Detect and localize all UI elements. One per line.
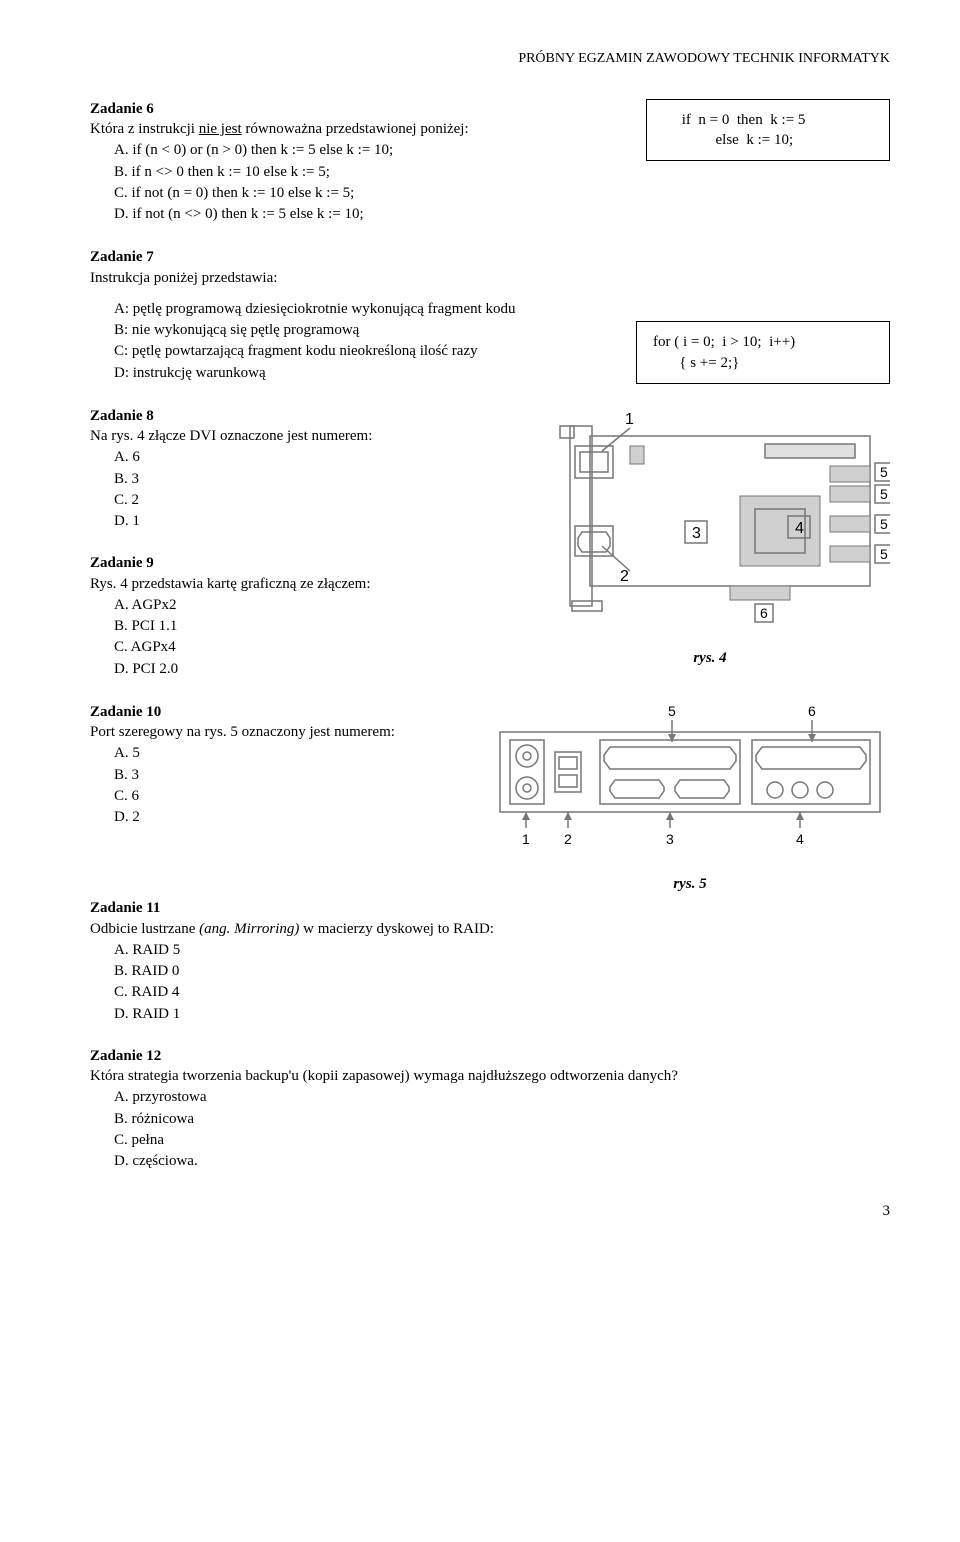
page-header: PRÓBNY EGZAMIN ZAWODOWY TECHNIK INFORMAT… [90, 50, 890, 69]
t11-A: A. RAID 5 [114, 940, 890, 960]
gpu-card-diagram: 1 2 3 4 5 5 5 5 6 [530, 406, 890, 636]
t11-B: B. RAID 0 [114, 961, 890, 981]
t7-A: A: pętlę programową dziesięciokrotnie wy… [114, 299, 612, 319]
figure-5: 5 6 1 2 3 4 rys. 5 [490, 702, 890, 895]
task-7-title: Zadanie 7 [90, 249, 154, 265]
t12-C: C. pełna [114, 1130, 890, 1150]
task-9-stem: Rys. 4 przedstawia kartę graficzną ze zł… [90, 574, 506, 594]
t7-D: D: instrukcję warunkową [114, 363, 612, 383]
fig4-caption: rys. 4 [530, 648, 890, 668]
fig4-label-5b: 5 [880, 486, 888, 502]
fig4-label-3: 3 [692, 525, 701, 542]
t10-D: D. 2 [114, 807, 466, 827]
t6-stem-u: nie jest [199, 121, 242, 137]
t6-D: D. if not (n <> 0) then k := 5 else k :=… [114, 204, 622, 224]
t6-stem-a: Która z instrukcji [90, 121, 199, 137]
t9-C: C. AGPx4 [114, 637, 506, 657]
t11-C: C. RAID 4 [114, 982, 890, 1002]
fig5-top-5: 5 [668, 703, 676, 719]
t6-stem-b: równoważna przedstawionej poniżej: [242, 121, 469, 137]
task-6-stem: Która z instrukcji nie jest równoważna p… [90, 119, 622, 139]
task-9-title: Zadanie 9 [90, 555, 154, 571]
fig4-label-5d: 5 [880, 546, 888, 562]
fig5-bot-2: 2 [564, 831, 572, 847]
t7-code-box: for ( i = 0; i > 10; i++) { s += 2;} [636, 321, 890, 384]
task-8: Zadanie 8 Na rys. 4 złącze DVI oznaczone… [90, 406, 506, 532]
t12-A: A. przyrostowa [114, 1087, 890, 1107]
fig5-bot-1: 1 [522, 831, 530, 847]
task-10-title: Zadanie 10 [90, 704, 161, 720]
task-11: Zadanie 11 Odbicie lustrzane (ang. Mirro… [90, 898, 890, 1024]
t6-code-box: if n = 0 then k := 5 else k := 10; [646, 99, 890, 162]
t12-B: B. różnicowa [114, 1109, 890, 1129]
figure-4: 1 2 3 4 5 5 5 5 6 rys. 4 [530, 406, 890, 669]
t11-stem-i: (ang. Mirroring) [199, 921, 299, 937]
fig5-bot-4: 4 [796, 831, 804, 847]
t12-D: D. częściowa. [114, 1151, 890, 1171]
task-10-stem: Port szeregowy na rys. 5 oznaczony jest … [90, 722, 466, 742]
t8-D: D. 1 [114, 511, 506, 531]
task-8-title: Zadanie 8 [90, 408, 154, 424]
fig5-caption: rys. 5 [490, 874, 890, 894]
task-12: Zadanie 12 Która strategia tworzenia bac… [90, 1046, 890, 1172]
t8-B: B. 3 [114, 469, 506, 489]
t8-C: C. 2 [114, 490, 506, 510]
t9-A: A. AGPx2 [114, 595, 506, 615]
fig4-label-2: 2 [620, 568, 629, 585]
t10-C: C. 6 [114, 786, 466, 806]
t10-B: B. 3 [114, 765, 466, 785]
io-panel-diagram: 5 6 1 2 3 4 [490, 702, 890, 862]
t6-A: A. if (n < 0) or (n > 0) then k := 5 els… [114, 140, 622, 160]
task-10: Zadanie 10 Port szeregowy na rys. 5 ozna… [90, 702, 466, 828]
t8-A: A. 6 [114, 447, 506, 467]
task-7-stem: Instrukcja poniżej przedstawia: [90, 268, 612, 288]
fig5-top-6: 6 [808, 703, 816, 719]
t6-C: C. if not (n = 0) then k := 10 else k :=… [114, 183, 622, 203]
t9-B: B. PCI 1.1 [114, 616, 506, 636]
task-11-title: Zadanie 11 [90, 900, 160, 916]
task-6: Zadanie 6 Która z instrukcji nie jest ró… [90, 99, 890, 226]
t6-B: B. if n <> 0 then k := 10 else k := 5; [114, 162, 622, 182]
t7-C: C: pętlę powtarzającą fragment kodu nieo… [114, 341, 612, 361]
task-12-stem: Która strategia tworzenia backup'u (kopi… [90, 1066, 890, 1086]
fig5-bot-3: 3 [666, 831, 674, 847]
fig4-label-5c: 5 [880, 516, 888, 532]
task-9: Zadanie 9 Rys. 4 przedstawia kartę grafi… [90, 553, 506, 679]
task-6-title: Zadanie 6 [90, 101, 154, 117]
fig4-label-4: 4 [795, 520, 804, 537]
t11-stem-a: Odbicie lustrzane [90, 921, 199, 937]
task-8-stem: Na rys. 4 złącze DVI oznaczone jest nume… [90, 426, 506, 446]
t11-stem-b: w macierzy dyskowej to RAID: [299, 921, 494, 937]
task-7: Zadanie 7 Instrukcja poniżej przedstawia… [90, 247, 890, 384]
task-11-stem: Odbicie lustrzane (ang. Mirroring) w mac… [90, 919, 890, 939]
t10-A: A. 5 [114, 743, 466, 763]
t7-B: B: nie wykonującą się pętlę programową [114, 320, 612, 340]
t11-D: D. RAID 1 [114, 1004, 890, 1024]
t9-D: D. PCI 2.0 [114, 659, 506, 679]
fig4-label-5a: 5 [880, 464, 888, 480]
task-12-title: Zadanie 12 [90, 1048, 161, 1064]
fig4-label-6: 6 [760, 605, 768, 621]
fig4-label-1: 1 [625, 411, 634, 428]
page-number: 3 [90, 1201, 890, 1221]
